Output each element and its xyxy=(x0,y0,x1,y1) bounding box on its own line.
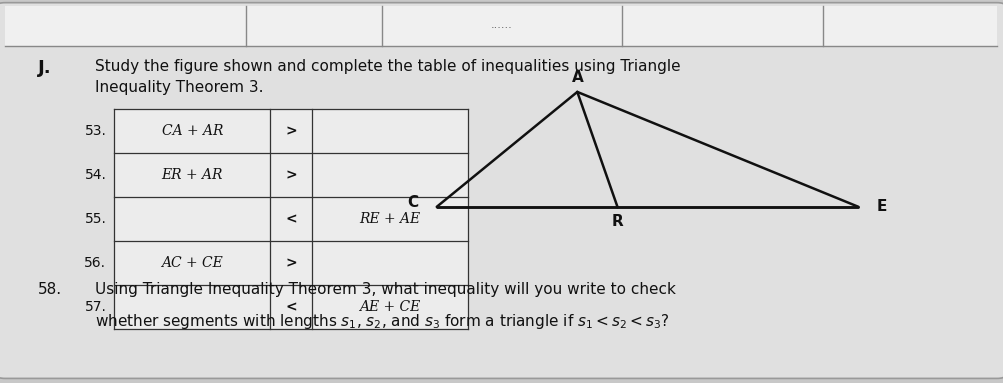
Text: A: A xyxy=(571,70,583,85)
Text: C: C xyxy=(407,195,418,211)
Text: E: E xyxy=(876,199,886,214)
Text: 58.: 58. xyxy=(38,282,62,296)
Bar xyxy=(5,6,996,46)
Text: 53.: 53. xyxy=(84,124,106,138)
Text: >: > xyxy=(285,256,297,270)
Text: Using Triangle Inequality Theorem 3, what inequality will you write to check: Using Triangle Inequality Theorem 3, wha… xyxy=(95,282,676,296)
Text: 56.: 56. xyxy=(84,256,106,270)
Text: 57.: 57. xyxy=(84,300,106,314)
Text: >: > xyxy=(285,124,297,138)
Text: R: R xyxy=(611,214,623,229)
Text: 54.: 54. xyxy=(84,168,106,182)
Text: AE + CE: AE + CE xyxy=(359,300,420,314)
Text: AC + CE: AC + CE xyxy=(161,256,223,270)
Text: whether segments with lengths $s_1$, $s_2$, and $s_3$ form a triangle if $s_1 < : whether segments with lengths $s_1$, $s_… xyxy=(95,312,669,331)
Bar xyxy=(114,109,467,329)
Text: Study the figure shown and complete the table of inequalities using Triangle: Study the figure shown and complete the … xyxy=(95,59,680,74)
FancyBboxPatch shape xyxy=(0,3,1003,378)
Text: ER + AR: ER + AR xyxy=(161,168,223,182)
Text: Inequality Theorem 3.: Inequality Theorem 3. xyxy=(95,80,264,95)
Text: >: > xyxy=(285,168,297,182)
Text: ......: ...... xyxy=(490,20,513,30)
Text: J.: J. xyxy=(38,59,52,77)
Text: RE + AE: RE + AE xyxy=(359,212,420,226)
Text: <: < xyxy=(285,212,297,226)
Text: 55.: 55. xyxy=(84,212,106,226)
Text: CA + AR: CA + AR xyxy=(161,124,223,138)
Text: <: < xyxy=(285,300,297,314)
